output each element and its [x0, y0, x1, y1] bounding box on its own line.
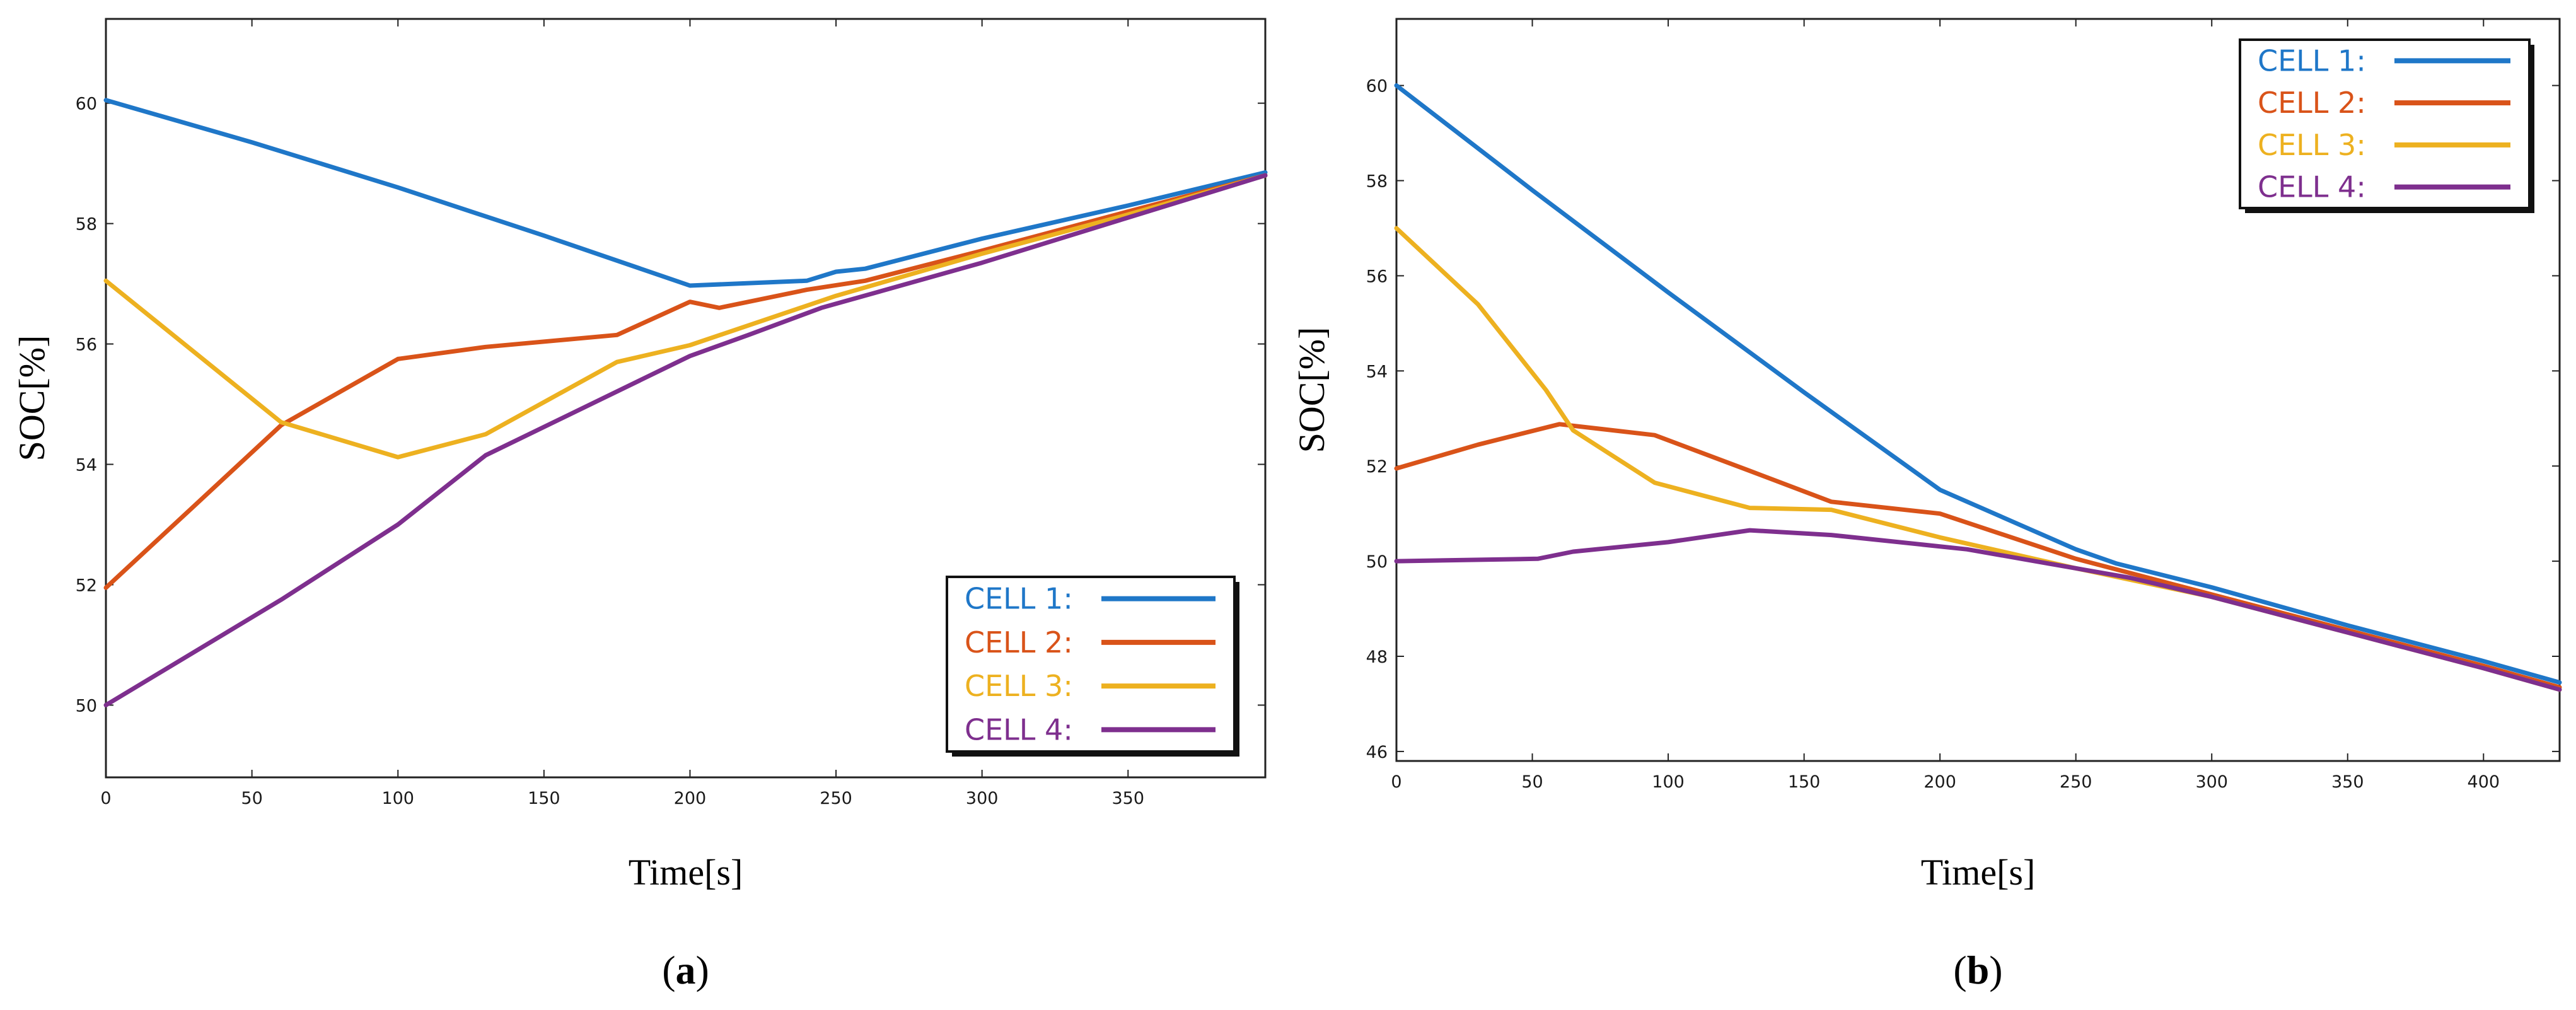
series-line-cell-2: [1394, 422, 2562, 690]
x-tick-label: 300: [2195, 772, 2228, 792]
panel-label: (a): [662, 948, 709, 992]
y-axis-title: SOC[%]: [11, 335, 52, 461]
y-tick-label: 52: [1366, 457, 1388, 477]
chart-panel-b: 0 50 100 150 200 250 300 350 400 46 48 50 52 54 56 58 60…: [1291, 18, 2562, 992]
legend-box: [2239, 38, 2531, 209]
y-tick-label: 56: [1366, 267, 1388, 286]
series-line-cell-1: [1394, 83, 2562, 685]
legend-label-cell-3: CELL 3:: [965, 669, 1073, 703]
legend-label-cell-3: CELL 3:: [2258, 128, 2366, 162]
x-tick-label: 100: [381, 789, 414, 808]
legend-label-cell-2: CELL 2:: [2258, 86, 2366, 120]
y-tick-label: 48: [1366, 647, 1388, 667]
legend: CELL 1: CELL 2: CELL 3: CELL 4:: [2239, 38, 2534, 213]
x-tick-label: 150: [528, 789, 560, 808]
legend-label-cell-4: CELL 4:: [2258, 170, 2366, 204]
y-axis-title: SOC[%]: [1291, 327, 1332, 453]
y-tick-label: 54: [76, 456, 97, 475]
x-tick-label: 400: [2468, 772, 2500, 792]
y-tick-label: 52: [76, 576, 97, 595]
legend-label-cell-4: CELL 4:: [965, 712, 1073, 746]
y-tick-label: 58: [1366, 172, 1388, 192]
x-tick-label: 50: [241, 789, 262, 808]
x-tick-label: 100: [1652, 772, 1685, 792]
x-axis-title: Time[s]: [1921, 852, 2036, 893]
x-tick-label: 300: [966, 789, 999, 808]
y-tick-label: 46: [1366, 743, 1388, 762]
legend-box: [946, 576, 1236, 753]
x-tick-label: 350: [2331, 772, 2364, 792]
x-tick-label: 200: [674, 789, 707, 808]
x-tick-label: 250: [2060, 772, 2092, 792]
legend-label-cell-1: CELL 1:: [2258, 44, 2366, 78]
series-line-cell-1: [103, 98, 1268, 288]
y-tick-label: 50: [76, 696, 97, 716]
legend-label-cell-1: CELL 1:: [965, 582, 1073, 616]
y-tick-label: 50: [1366, 552, 1388, 572]
y-tick-label: 56: [76, 335, 97, 355]
x-tick-label: 350: [1112, 789, 1145, 808]
legend: CELL 1: CELL 2: CELL 3: CELL 4:: [946, 576, 1239, 757]
x-tick-label: 50: [1521, 772, 1543, 792]
chart-panel-a: 0 50 100 150 200 250 300 350 50 52 54 56 58 60 Time[s]…: [11, 18, 1268, 992]
x-tick-label: 250: [820, 789, 852, 808]
panel-label: (b): [1953, 948, 2002, 992]
series-line-cell-2: [103, 173, 1268, 590]
series-line-cell-4: [1394, 528, 2562, 692]
series-line-cell-4: [103, 173, 1268, 707]
y-tick-label: 54: [1366, 362, 1388, 381]
y-tick-label: 60: [1366, 77, 1388, 96]
x-tick-label: 200: [1923, 772, 1956, 792]
y-tick-label: 60: [76, 95, 97, 114]
x-tick-label: 150: [1788, 772, 1821, 792]
series-line-cell-3: [103, 173, 1268, 460]
x-tick-label: 0: [1391, 772, 1401, 792]
x-axis-title: Time[s]: [629, 852, 743, 893]
legend-label-cell-2: CELL 2:: [965, 625, 1073, 659]
y-tick-label: 58: [76, 215, 97, 235]
x-tick-label: 0: [100, 789, 111, 808]
